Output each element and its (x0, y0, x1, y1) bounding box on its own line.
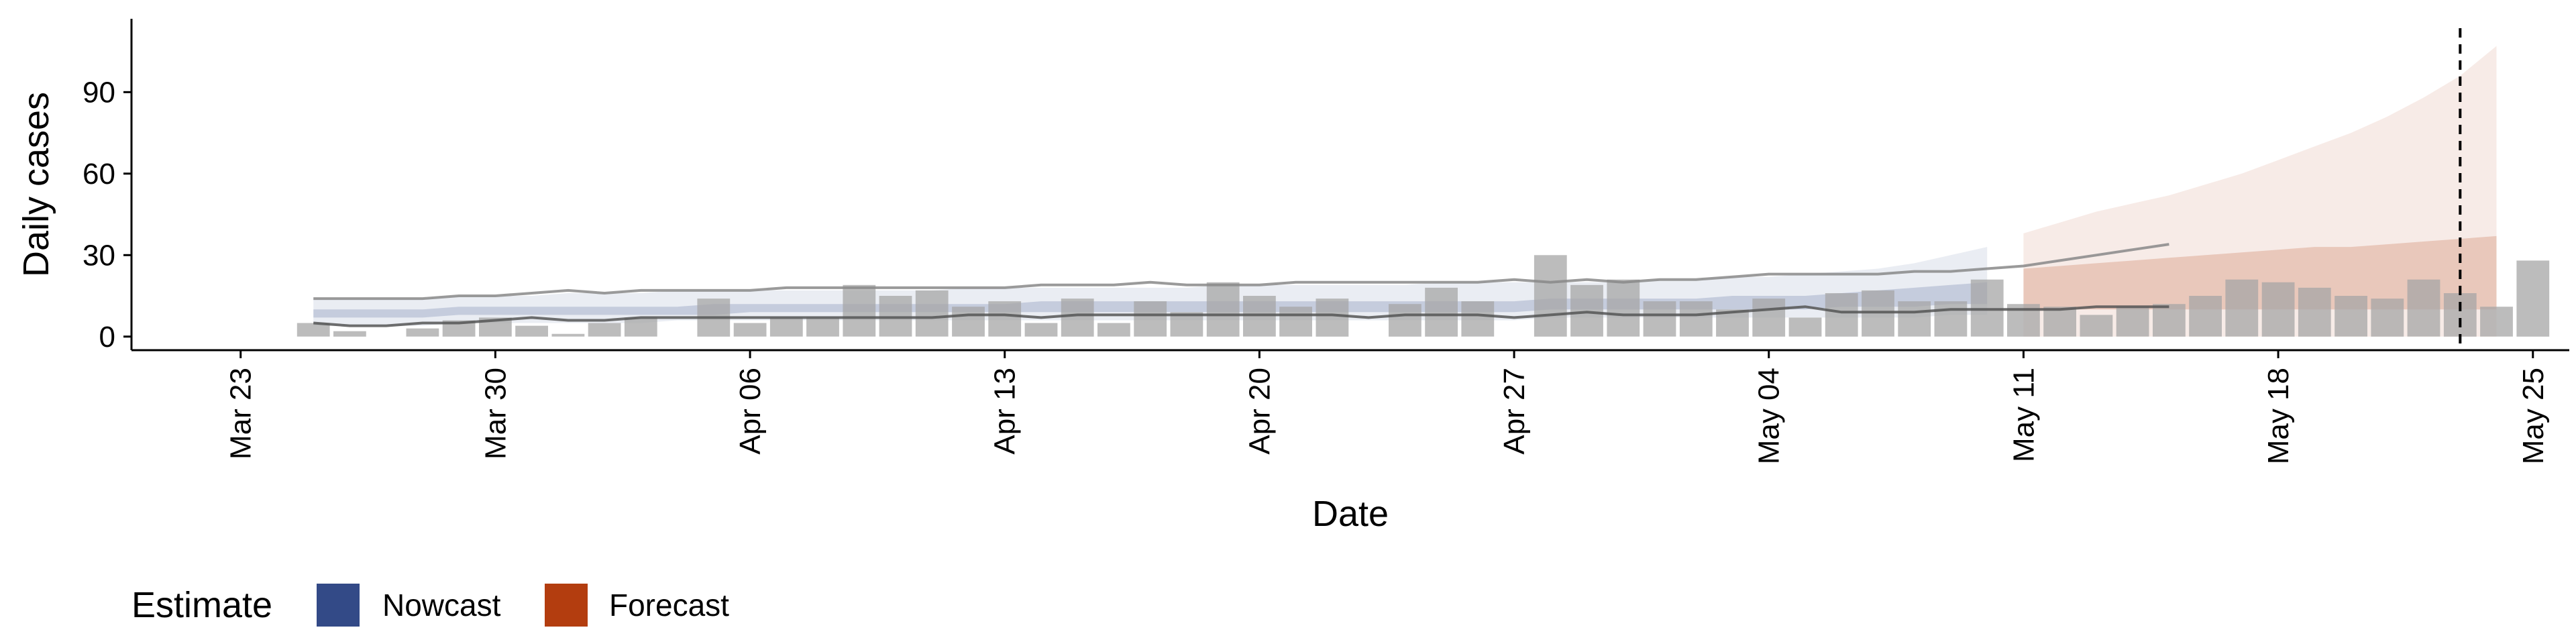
bar (2189, 296, 2222, 337)
x-tick-label: Mar 23 (225, 368, 258, 460)
series-line-2 (313, 305, 2169, 327)
bar (624, 317, 657, 337)
bar (1752, 299, 1786, 337)
bar (1389, 304, 1421, 337)
bar (297, 323, 330, 337)
bar (1970, 279, 2004, 337)
bar (2334, 296, 2367, 337)
bar (2480, 307, 2513, 337)
x-tick-label: Apr 13 (989, 368, 1022, 455)
y-axis-ticks: 0 30 60 90 (83, 76, 131, 354)
y-tick-label: 60 (83, 158, 115, 191)
y-tick-label: 30 (83, 239, 115, 272)
bar (2371, 299, 2404, 337)
x-tick-label: Apr 20 (1243, 368, 1276, 455)
bar (1934, 301, 1968, 337)
bar (769, 317, 803, 337)
bar (1679, 301, 1713, 337)
forecast-ribbon-50 (2023, 235, 2497, 310)
x-tick-label: May 18 (2262, 368, 2295, 464)
legend-key-forecast (545, 584, 588, 627)
bar (1607, 279, 1640, 337)
bar (515, 325, 548, 337)
x-axis-title: Date (1312, 494, 1389, 534)
bar (2407, 279, 2440, 337)
bar (733, 323, 767, 337)
x-axis-ticks: Mar 23 Mar 30 Apr 06 Apr 13 Apr 20 Apr 27 May … (225, 350, 2550, 464)
bar (1425, 287, 1458, 337)
nowcast-ribbon-50 (313, 282, 1988, 318)
lines-layer (313, 243, 2169, 327)
bar (2516, 260, 2550, 337)
legend: Estimate Nowcast Forecast (131, 584, 729, 627)
bar (1279, 307, 1312, 337)
bar (2153, 304, 2186, 337)
series-line-1 (313, 243, 2169, 301)
bar (588, 323, 621, 337)
legend-label-forecast: Forecast (609, 588, 729, 623)
bar (1134, 301, 1167, 337)
bar (2261, 282, 2295, 337)
bar (1024, 323, 1058, 337)
bar (1570, 284, 1603, 337)
x-tick-label: Apr 27 (1498, 368, 1531, 455)
bar (2225, 279, 2259, 337)
bar (1316, 299, 1349, 337)
bar (879, 296, 912, 337)
x-tick-label: Apr 06 (734, 368, 767, 455)
bar (2080, 315, 2113, 337)
bar (406, 328, 439, 337)
bar (2298, 287, 2331, 337)
legend-label-nowcast: Nowcast (382, 588, 501, 623)
x-tick-label: May 11 (2007, 368, 2040, 462)
bar (1461, 301, 1495, 337)
y-tick-label: 0 (99, 321, 115, 354)
bar (1898, 301, 1931, 337)
ribbons-layer (313, 46, 2497, 337)
bar (952, 307, 985, 337)
bar (1097, 323, 1130, 337)
bar (843, 284, 876, 337)
forecast-ribbon-90 (2023, 46, 2497, 337)
y-tick-label: 90 (83, 76, 115, 109)
x-tick-label: Mar 30 (479, 368, 512, 460)
bar (551, 333, 585, 337)
bar (1788, 317, 1822, 337)
bar (1206, 282, 1240, 337)
bar (915, 290, 949, 337)
bar (806, 317, 839, 337)
y-axis-title: Daily cases (16, 92, 56, 277)
bar (2443, 293, 2477, 337)
nowcast-ribbon-90 (313, 247, 1988, 326)
legend-title: Estimate (131, 585, 272, 625)
bar (1643, 301, 1676, 337)
bar (333, 331, 366, 337)
bar (988, 301, 1022, 337)
bar (1061, 299, 1094, 337)
bar (1825, 293, 1858, 337)
bar (1534, 255, 1567, 337)
bar (2116, 307, 2149, 337)
x-tick-label: May 04 (1753, 368, 1786, 464)
x-tick-label: May 25 (2517, 368, 2550, 464)
bar (2043, 307, 2076, 337)
legend-key-nowcast (317, 584, 360, 627)
